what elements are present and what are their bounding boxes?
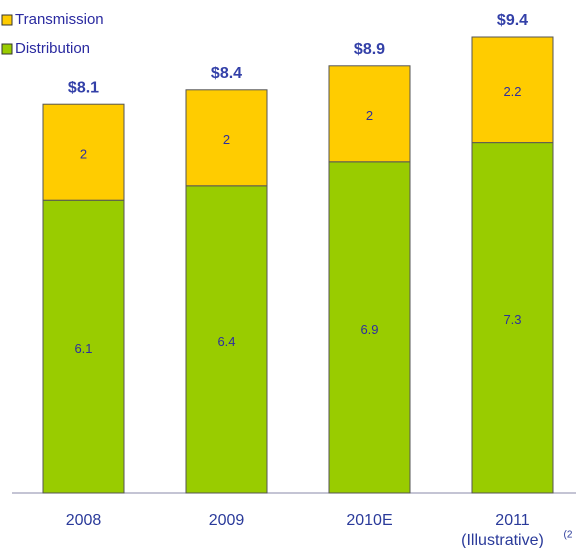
data-label: 7.3 xyxy=(503,312,521,327)
legend-swatch xyxy=(1,14,13,26)
data-label: 6.4 xyxy=(217,334,235,349)
bar-segment xyxy=(471,36,554,144)
bar-segment xyxy=(185,185,268,494)
data-label: 2.2 xyxy=(503,84,521,99)
data-label: 2 xyxy=(223,132,230,147)
data-label: 2 xyxy=(80,147,87,162)
bar-segment xyxy=(471,142,554,494)
annotation: (2 xyxy=(564,530,573,541)
bar-segment xyxy=(328,65,411,163)
data-label: 2 xyxy=(366,108,373,123)
data-label: 6.9 xyxy=(360,322,378,337)
total-label: $9.4 xyxy=(497,12,528,29)
legend-label: Transmission xyxy=(15,11,104,28)
legend-swatch xyxy=(1,43,13,55)
x-tick-label: 2008 xyxy=(66,512,102,529)
bar-segment xyxy=(328,161,411,494)
x-tick-label: 2011 xyxy=(495,512,530,529)
data-label: 6.1 xyxy=(74,341,92,356)
legend-label: Distribution xyxy=(15,40,90,57)
bar-segment xyxy=(42,199,125,494)
total-label: $8.9 xyxy=(354,41,385,58)
total-label: $8.4 xyxy=(211,65,242,82)
total-label: $8.1 xyxy=(68,79,99,96)
x-tick-label: 2009 xyxy=(209,512,245,529)
annotation: (Illustrative) xyxy=(461,532,544,548)
bar-segment xyxy=(185,89,268,187)
bar-segment xyxy=(42,103,125,201)
x-tick-label: 2010E xyxy=(346,512,392,529)
